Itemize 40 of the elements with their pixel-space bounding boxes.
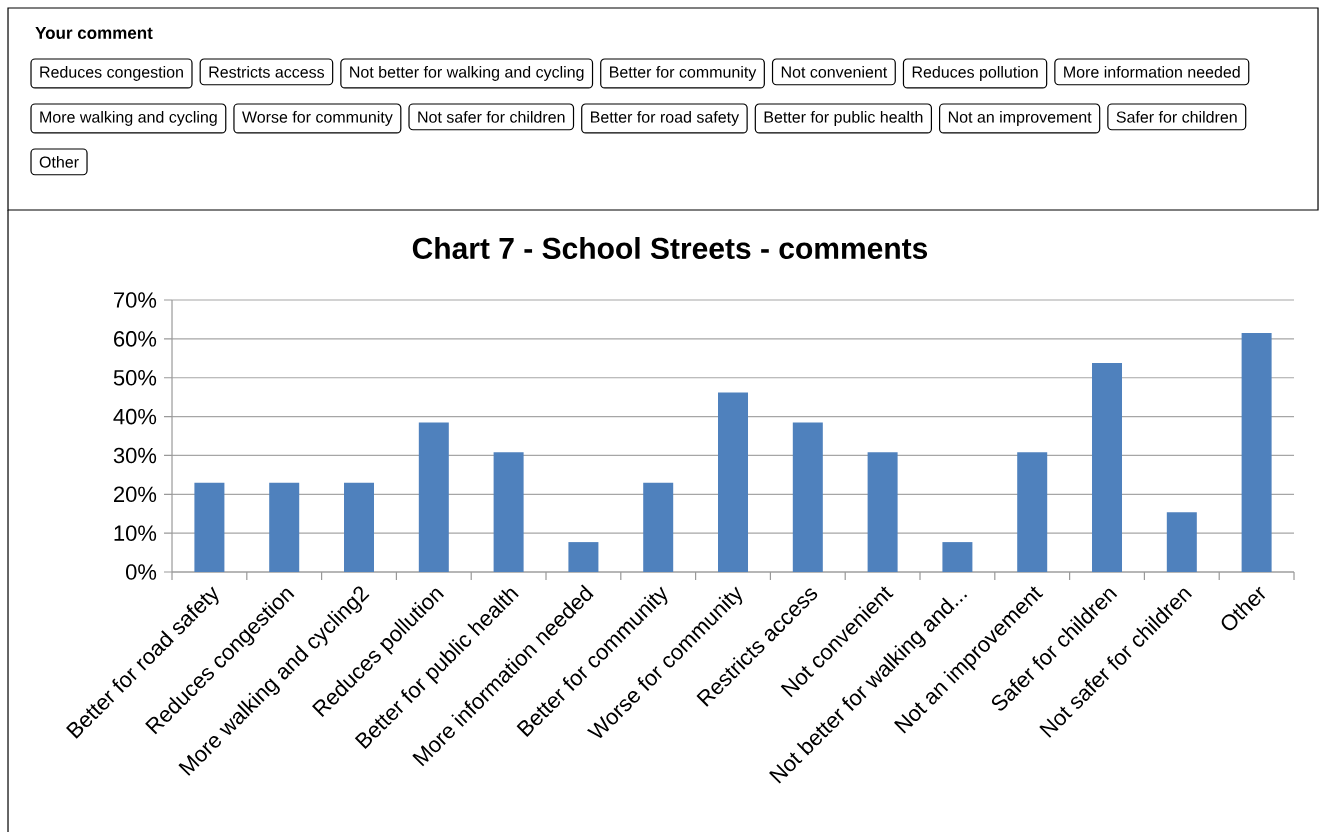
y-tick-label: 20% [114,486,157,503]
bar [1092,362,1123,573]
y-tick-label: 10% [114,525,157,541]
y-tick-label: 30% [113,447,157,464]
text: Not convenient [781,66,888,78]
bar [1166,512,1197,573]
text: Not better for walking and cycling [350,66,584,81]
bar [867,452,898,573]
text: Other [39,155,79,168]
bar [568,542,599,573]
bar [493,452,524,573]
text: Better for public health [764,111,923,126]
bar [643,482,674,573]
chart-title: Chart 7 - School Streets - comments [412,236,928,260]
y-tick-label: 50% [113,369,157,386]
bar [344,482,375,573]
y-tick-label: 70% [114,292,157,308]
text: Not an improvement [948,111,1092,126]
bar [418,422,449,573]
bar [194,482,225,573]
text: Better for community [610,66,757,81]
bar [1017,452,1048,573]
y-tick-label: 60% [114,331,157,347]
bar [792,422,823,573]
text: Not safer for children [418,111,565,123]
bar [269,482,300,573]
bar [718,392,749,573]
text: Restricts access [209,66,325,78]
text: Better for road safety [591,111,740,126]
text: Reduces congestion [40,66,183,81]
text: Your comment [35,27,153,39]
text: More information needed [1064,66,1240,78]
text: Reduces pollution [912,66,1038,81]
text: Worse for community [242,111,393,126]
bar [942,542,973,573]
y-tick-label: 40% [113,408,157,425]
y-tick-label: 0% [125,564,157,580]
bar [1241,333,1272,573]
text: More walking and cycling [40,111,217,126]
text: Safer for children [1116,111,1237,123]
